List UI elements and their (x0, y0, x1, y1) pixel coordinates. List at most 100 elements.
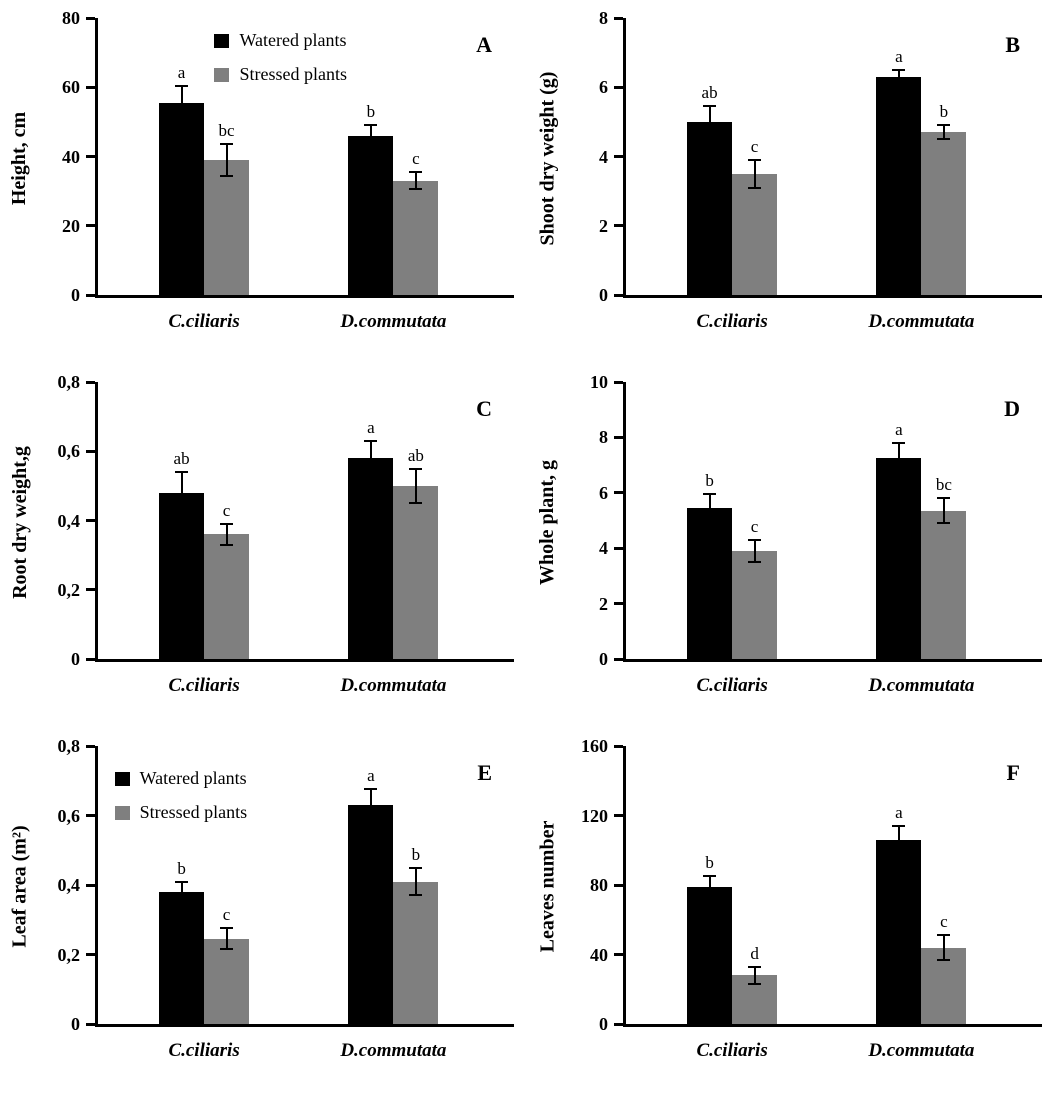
plot-area: 0 20 40 60 80 C.ciliaris a bc D.commutata b c A Wate… (62, 8, 514, 332)
legend: Watered plants Stressed plants (114, 768, 247, 823)
y-tick-mark (614, 16, 623, 20)
error-bar-line (942, 498, 945, 524)
x-category-label: D.commutata (868, 1040, 975, 1061)
bar-stressed (393, 180, 439, 295)
error-bar-line (414, 172, 417, 190)
error-bar-line (369, 125, 372, 147)
y-tick-label: 40 (62, 146, 80, 167)
error-bar-cap-bottom (892, 82, 906, 85)
panel-letter: F (1006, 760, 1020, 785)
y-tick-label: 0,6 (57, 441, 81, 462)
y-tick-mark (614, 85, 623, 89)
error-bar-line (708, 106, 711, 138)
y-tick-label: 0 (599, 1014, 608, 1034)
x-category-label: C.ciliaris (168, 1040, 240, 1061)
bar-stressed (921, 132, 967, 295)
x-category-label: D.commutata (340, 1040, 447, 1061)
y-tick-mark (614, 602, 623, 606)
legend-label: Watered plants (239, 30, 347, 50)
y-tick-mark (614, 155, 623, 158)
legend-item: Watered plants (214, 30, 347, 51)
plot-area: 0 0,2 0,4 0,6 0,8 C.ciliaris ab c D.commutata a ab… (58, 372, 514, 696)
y-tick-label: 80 (590, 875, 608, 895)
error-bar-cap-top (748, 158, 762, 161)
panel-c-root-dry-weight: Root dry weight,g 0 0,2 0,4 0,6 0,8 C.ciliaris… (0, 364, 528, 728)
bar-stressed (393, 485, 439, 659)
y-tick-label: 160 (581, 736, 608, 756)
legend-item: Stressed plants (114, 802, 247, 823)
y-tick-mark (86, 293, 95, 297)
y-tick-mark (614, 814, 623, 817)
y-tick-label: 4 (599, 538, 608, 559)
panel-f-leaves-number: Leaves number 0 40 80 120 160 C.ciliaris b d D.co… (528, 728, 1056, 1093)
error-bar-cap-top (175, 471, 189, 474)
error-bar-line (180, 472, 183, 514)
x-category-label: C.ciliaris (696, 1040, 768, 1061)
y-tick-label: 120 (581, 805, 608, 826)
y-tick-label: 0,4 (57, 875, 81, 895)
error-bar-line (753, 159, 756, 188)
error-bar-line (414, 867, 417, 896)
legend-swatch-stressed (114, 805, 130, 820)
error-bar-cap-bottom (175, 901, 189, 904)
error-bar-cap-top (937, 934, 951, 937)
error-bar-cap-bottom (220, 174, 234, 177)
y-tick-label: 0,2 (57, 944, 81, 965)
error-bar-line (225, 144, 228, 176)
y-tick-label: 2 (599, 215, 608, 236)
x-category-label: C.ciliaris (696, 675, 768, 696)
error-bar-cap-bottom (937, 138, 951, 141)
significance-letter: a (895, 46, 903, 66)
error-bar-line (942, 935, 945, 960)
significance-letter: b (939, 102, 949, 122)
plot-area: 0 40 80 120 160 C.ciliaris b d D.commutata a c F (581, 736, 1042, 1061)
error-bar-cap-top (175, 84, 189, 87)
y-tick-mark (86, 814, 95, 817)
error-bar-line (180, 85, 183, 121)
significance-letter: b (177, 858, 186, 878)
error-bar-cap-bottom (892, 472, 906, 475)
y-tick-label: 40 (590, 944, 608, 965)
error-bar-line (414, 468, 417, 504)
error-bar-cap-bottom (364, 145, 378, 148)
y-tick-mark (614, 435, 623, 439)
error-bar-cap-top (409, 171, 423, 174)
error-bar-line (942, 125, 945, 140)
y-tick-label: 6 (599, 77, 608, 98)
y-tick-label: 0 (71, 649, 80, 669)
error-bar-cap-top (364, 439, 378, 442)
panel-letter: D (1004, 396, 1020, 421)
error-bar-cap-top (175, 880, 189, 883)
bar-watered (348, 135, 394, 295)
x-category-label: D.commutata (868, 311, 975, 332)
y-tick-label: 0 (599, 285, 608, 305)
legend-label: Watered plants (139, 768, 247, 788)
bar-watered (159, 102, 205, 295)
error-bar-cap-bottom (364, 474, 378, 477)
significance-letter: a (367, 417, 375, 437)
y-tick-label: 0 (71, 285, 80, 305)
bar-watered (876, 458, 922, 659)
panel-a-height: Height, cm 0 20 40 60 80 C.ciliaris a bc D.commut… (0, 0, 528, 364)
error-bar-line (897, 69, 900, 84)
y-tick-mark (614, 657, 623, 661)
significance-letter: c (750, 516, 759, 536)
error-bar-cap-top (364, 788, 378, 791)
error-bar-cap-bottom (937, 522, 951, 525)
panel-letter: E (477, 760, 492, 785)
y-tick-mark (614, 491, 623, 495)
error-bar-cap-bottom (703, 520, 717, 523)
significance-letter: a (367, 766, 375, 786)
bar-stressed (204, 938, 250, 1024)
y-tick-label: 4 (599, 146, 608, 167)
error-bar-line (897, 825, 900, 854)
y-tick-mark (86, 1022, 95, 1026)
bar-watered (159, 891, 205, 1024)
error-bar-cap-bottom (220, 948, 234, 951)
error-bar-cap-bottom (175, 512, 189, 515)
error-bar-cap-bottom (892, 852, 906, 855)
panel-d-whole-plant: Whole plant, g 0 2 4 6 8 10 C.ciliaris b c D.commu… (528, 364, 1056, 728)
x-category-label: C.ciliaris (168, 675, 240, 696)
error-bar-line (225, 928, 228, 950)
plot-area: 0 0,2 0,4 0,6 0,8 C.ciliaris b c D.commutata a b E W… (58, 736, 514, 1061)
